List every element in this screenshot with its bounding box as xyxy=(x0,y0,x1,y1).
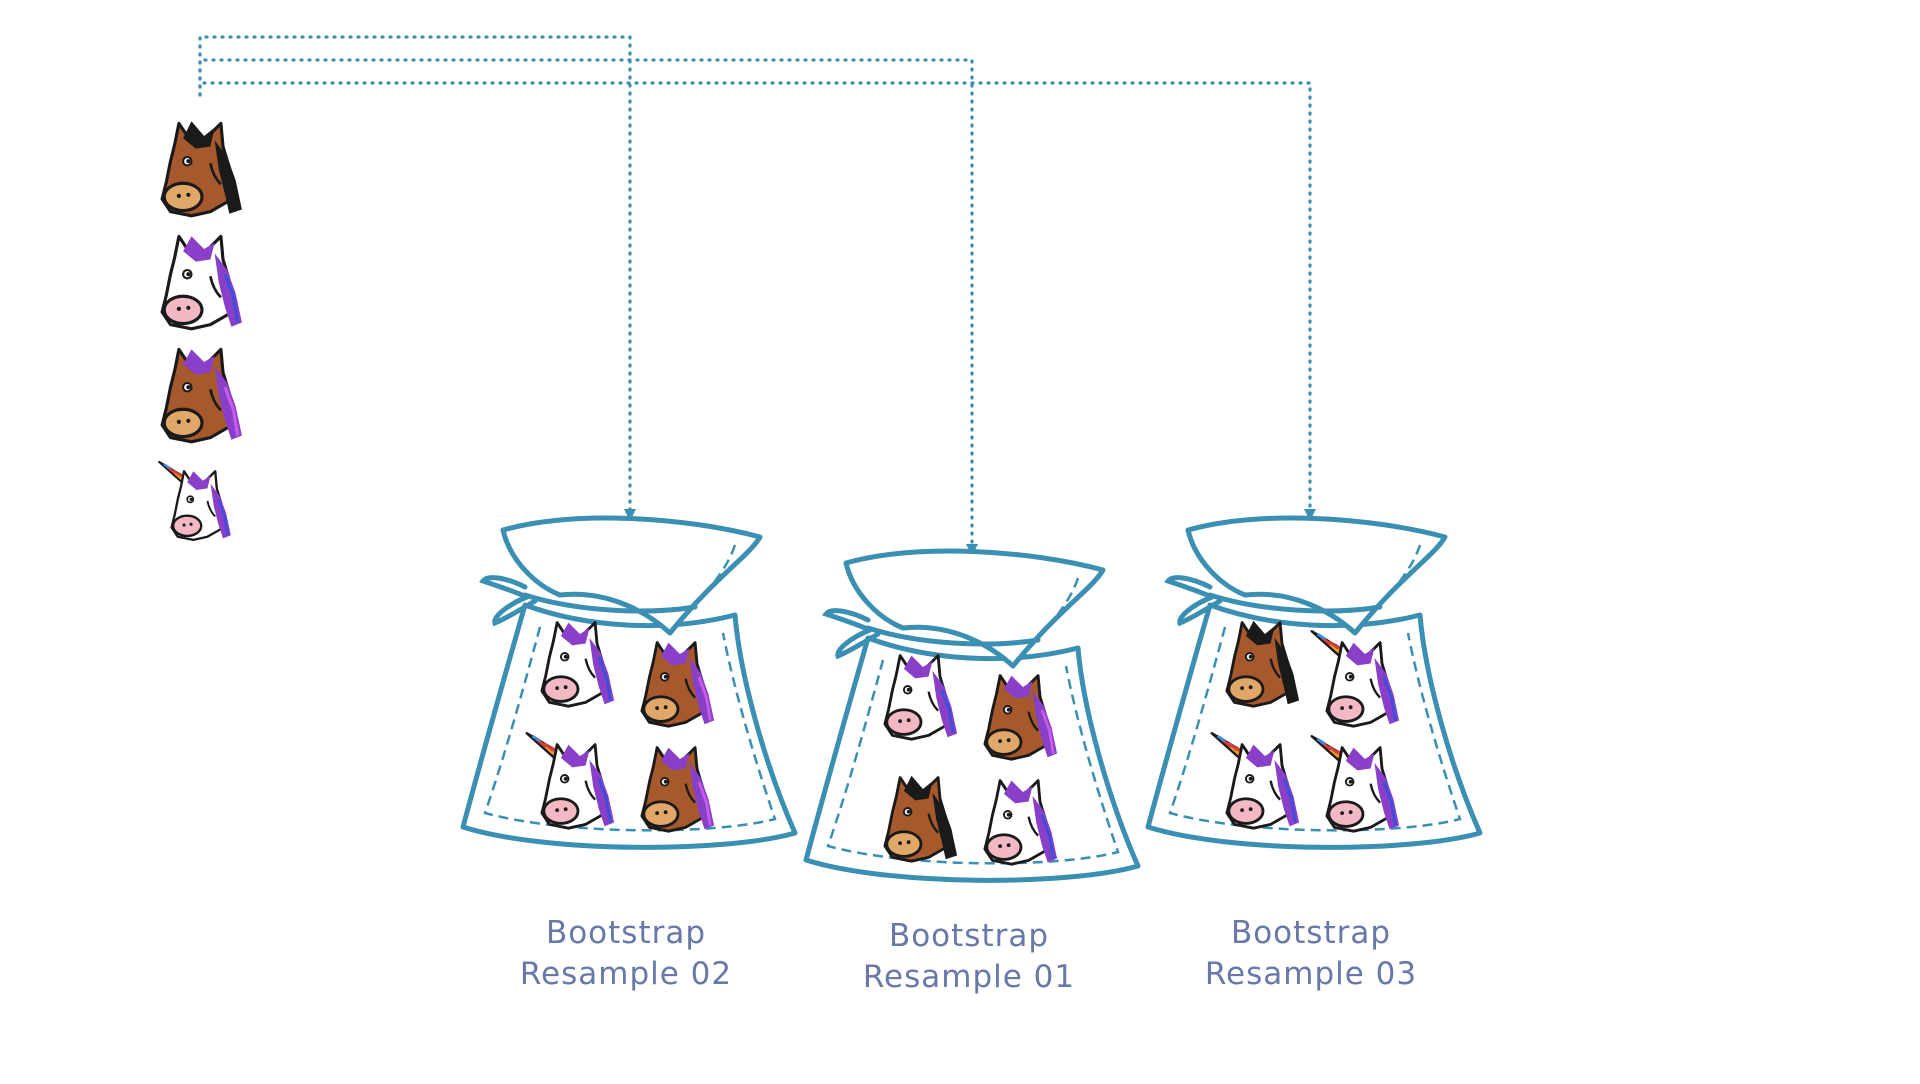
bag-label-02: Bootstrap Resample 02 xyxy=(446,913,806,995)
bootstrap-bags xyxy=(460,515,1483,883)
source-sample xyxy=(159,119,244,540)
bag-body xyxy=(460,602,798,850)
bag-01 xyxy=(803,548,1141,883)
unicorn-icon xyxy=(159,462,231,540)
bag-label-01-line2: Resample 01 xyxy=(862,959,1076,995)
brown-horse-icon xyxy=(160,119,244,218)
connector-to-bag-02 xyxy=(198,35,636,521)
bag-02 xyxy=(460,515,798,850)
connector-to-bag-03 xyxy=(198,81,1316,521)
bag-label-03: Bootstrap Resample 03 xyxy=(1131,913,1491,995)
brown-horse-purple-mane-icon xyxy=(160,347,244,444)
bag-tie xyxy=(1164,575,1383,627)
bag-tie xyxy=(479,575,698,627)
bag-flap-stitching xyxy=(1359,544,1422,628)
bag-stitching xyxy=(826,659,1120,865)
bag-stitching xyxy=(1168,626,1462,832)
bag-03 xyxy=(1145,515,1483,850)
connector-to-bag-01 xyxy=(198,58,978,556)
bag-label-01: Bootstrap Resample 01 xyxy=(789,916,1149,998)
bag-label-01-line1: Bootstrap xyxy=(888,918,1050,954)
bag-body xyxy=(803,635,1141,883)
bag-label-03-line1: Bootstrap xyxy=(1230,915,1392,951)
connector-lines xyxy=(198,35,1316,556)
bag-label-02-line2: Resample 02 xyxy=(519,956,733,992)
bag-stitching xyxy=(483,626,777,832)
white-horse-icon xyxy=(160,234,244,331)
bag-flap-stitching xyxy=(1017,577,1080,661)
bag-flap-stitching xyxy=(674,544,737,628)
bag-label-03-line2: Resample 03 xyxy=(1204,956,1418,992)
bag-label-02-line1: Bootstrap xyxy=(545,915,707,951)
bag-tie xyxy=(822,608,1041,660)
bag-body xyxy=(1145,602,1483,850)
